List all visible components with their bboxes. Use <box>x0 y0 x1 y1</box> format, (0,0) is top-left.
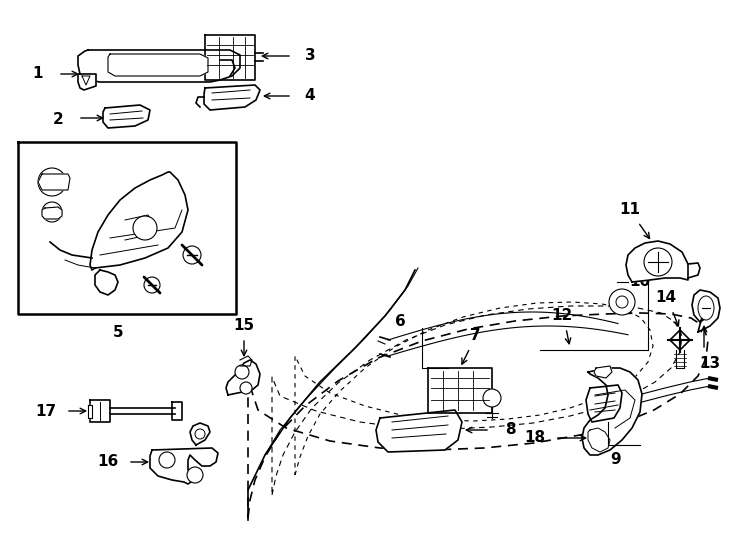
Circle shape <box>644 248 672 276</box>
Polygon shape <box>103 105 150 128</box>
Text: 15: 15 <box>233 318 255 333</box>
Polygon shape <box>78 50 240 82</box>
Polygon shape <box>376 410 462 452</box>
Circle shape <box>240 382 252 394</box>
Circle shape <box>144 277 160 293</box>
Text: 7: 7 <box>470 328 480 343</box>
Polygon shape <box>428 368 492 413</box>
Text: 18: 18 <box>524 430 545 445</box>
Text: 2: 2 <box>53 112 63 127</box>
Circle shape <box>616 296 628 308</box>
Polygon shape <box>42 207 62 219</box>
Polygon shape <box>594 366 612 378</box>
Text: 3: 3 <box>305 48 316 63</box>
Polygon shape <box>190 423 210 445</box>
Text: 8: 8 <box>505 422 515 437</box>
Polygon shape <box>78 74 96 90</box>
Polygon shape <box>88 405 92 418</box>
Circle shape <box>187 467 203 483</box>
Text: 11: 11 <box>619 202 641 218</box>
Text: 17: 17 <box>35 403 57 418</box>
Text: 5: 5 <box>113 325 123 340</box>
Circle shape <box>38 168 66 196</box>
Circle shape <box>483 389 501 407</box>
Polygon shape <box>90 400 110 422</box>
Circle shape <box>133 216 157 240</box>
Text: 16: 16 <box>98 455 119 469</box>
Polygon shape <box>150 448 218 484</box>
Ellipse shape <box>698 296 714 320</box>
Polygon shape <box>205 35 255 80</box>
Circle shape <box>235 365 249 379</box>
Circle shape <box>159 452 175 468</box>
Text: 4: 4 <box>305 89 316 104</box>
Polygon shape <box>626 241 688 282</box>
Text: 13: 13 <box>700 356 721 372</box>
Polygon shape <box>90 172 188 270</box>
Text: 6: 6 <box>395 314 405 329</box>
Polygon shape <box>172 402 182 420</box>
Polygon shape <box>582 368 642 455</box>
Polygon shape <box>692 290 720 332</box>
Polygon shape <box>108 54 208 76</box>
Text: 1: 1 <box>33 66 43 82</box>
Polygon shape <box>226 360 260 395</box>
Polygon shape <box>18 142 236 314</box>
Text: 9: 9 <box>611 453 621 468</box>
Circle shape <box>195 429 205 439</box>
Circle shape <box>183 246 201 264</box>
Polygon shape <box>38 174 70 190</box>
Text: 12: 12 <box>551 307 573 322</box>
Circle shape <box>609 289 635 315</box>
Polygon shape <box>95 270 118 295</box>
Polygon shape <box>586 385 622 422</box>
Text: 14: 14 <box>655 291 677 306</box>
Circle shape <box>42 202 62 222</box>
Text: 10: 10 <box>630 274 650 289</box>
Polygon shape <box>204 85 260 110</box>
